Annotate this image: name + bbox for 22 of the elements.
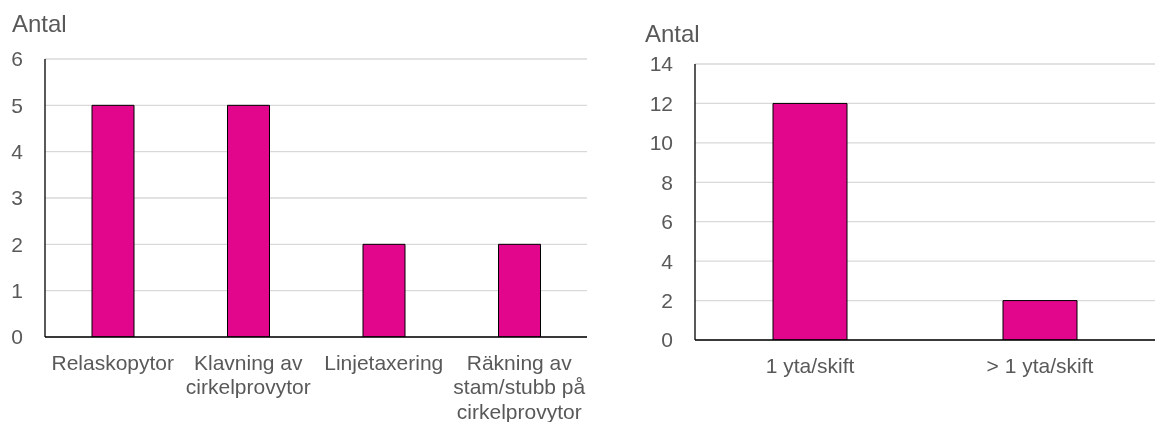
- x-tick-label: Klavning av cirkelprovytor: [185, 350, 311, 399]
- y-tick-label: 1: [11, 279, 23, 303]
- y-tick-label: 2: [661, 289, 673, 313]
- y-tick-label: 0: [661, 328, 673, 352]
- y-tick-label: 10: [649, 131, 673, 155]
- x-tick-label: Linjetaxering: [324, 350, 444, 374]
- y-tick-label: 5: [11, 93, 23, 117]
- y-tick-label: 6: [11, 47, 23, 71]
- y-tick-label: 6: [661, 210, 673, 234]
- y-tick-label: 0: [11, 325, 23, 349]
- y-tick-label: 12: [649, 91, 673, 115]
- x-tick-label: 1 yta/skift: [765, 353, 855, 377]
- y-axis-title: Antal: [645, 20, 700, 47]
- y-tick-label: 4: [11, 140, 24, 164]
- y-tick-label: 3: [11, 186, 23, 210]
- x-tick-label: > 1 yta/skift: [986, 353, 1094, 377]
- y-tick-label: 14: [649, 52, 674, 76]
- y-tick-label: 4: [661, 249, 674, 273]
- y-axis-title: Antal: [12, 10, 67, 37]
- x-tick-label: Relaskopytor: [51, 350, 175, 374]
- y-tick-label: 8: [661, 170, 673, 194]
- y-tick-label: 2: [11, 232, 23, 256]
